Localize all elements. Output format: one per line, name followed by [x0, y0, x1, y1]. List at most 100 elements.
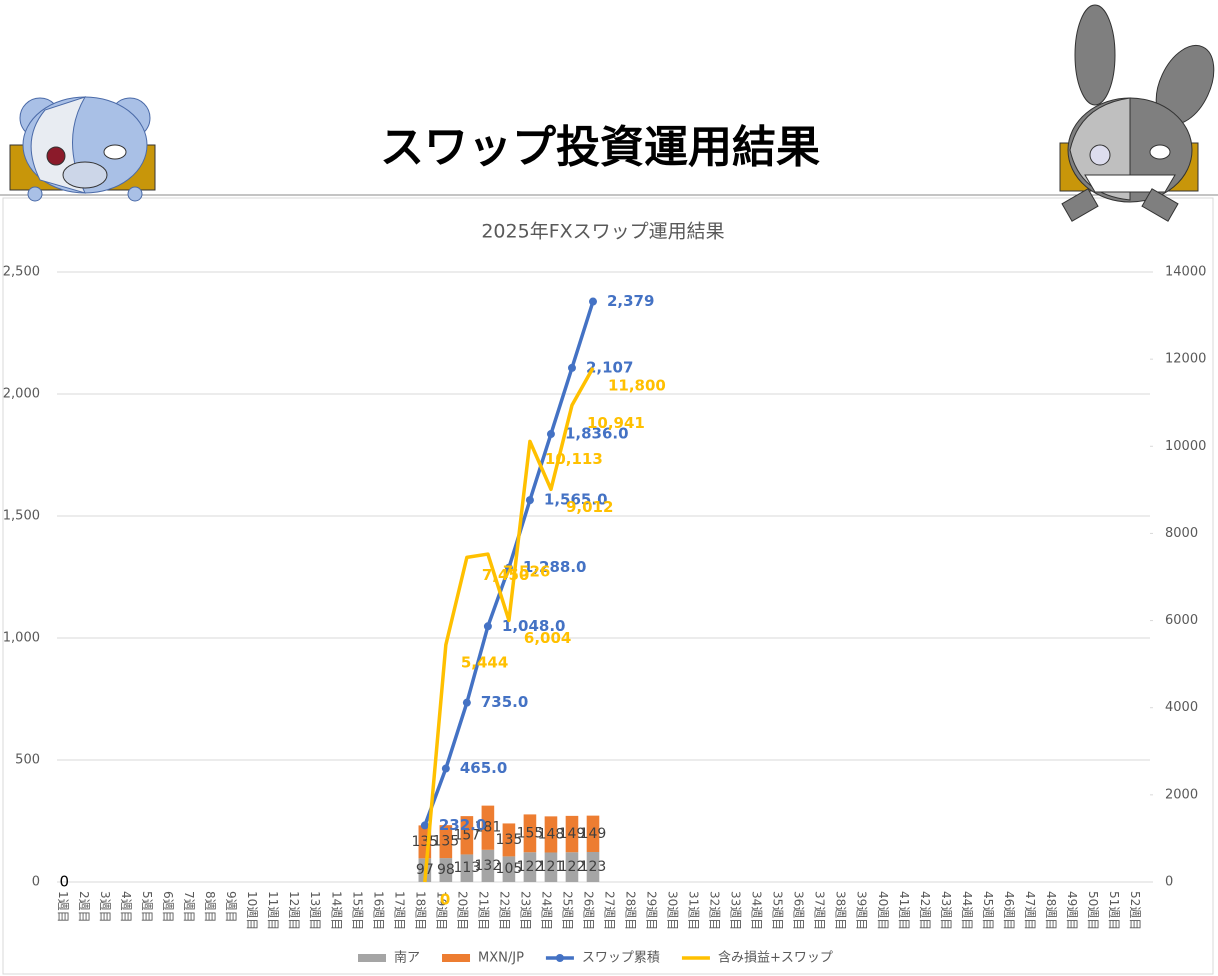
x-tick-label: 28週目: [624, 891, 638, 930]
x-tick-label: 18週目: [413, 891, 427, 930]
data-label: 7,450: [482, 566, 529, 584]
chart-title: 2025年FXスワップ運用結果: [481, 221, 724, 243]
data-label: 9,012: [566, 498, 613, 516]
legend-swatch: [358, 954, 386, 962]
x-tick-label: 7週目: [182, 891, 196, 923]
x-tick-label: 41週目: [897, 891, 911, 930]
x-tick-label: 36週目: [792, 891, 806, 930]
bar-segment: [439, 825, 453, 859]
x-tick-label: 9週目: [224, 891, 238, 923]
line-marker: [420, 821, 429, 830]
bar-label: 135: [411, 834, 438, 850]
legend-swatch: [442, 954, 471, 962]
x-tick-label: 44週目: [960, 891, 974, 930]
bar-label: 105: [496, 861, 523, 877]
bar-segment: [586, 815, 600, 852]
y-tick-label: 0: [32, 875, 40, 890]
y-tick-label: 1,000: [3, 631, 40, 646]
bar-label: 181: [475, 820, 502, 836]
x-tick-label: 22週目: [497, 891, 511, 930]
x-tick-label: 21週目: [476, 891, 490, 930]
legend-label: 含み損益+スワップ: [718, 950, 833, 966]
x-tick-label: 13週目: [308, 891, 322, 930]
y2-tick-label: 14000: [1165, 265, 1206, 280]
x-tick-label: 24週目: [539, 891, 553, 930]
y2-tick-label: 2000: [1165, 787, 1198, 802]
x-tick-label: 14週目: [329, 891, 343, 930]
x-tick-label: 32週目: [708, 891, 722, 930]
legend-label: 南ア: [394, 950, 420, 966]
x-tick-label: 33週目: [729, 891, 743, 930]
bar-label: 148: [538, 826, 565, 842]
y-tick-label: 1,500: [3, 509, 40, 524]
data-label: 2,107: [586, 358, 633, 376]
x-tick-label: 37週目: [813, 891, 827, 930]
x-tick-label: 43週目: [939, 891, 953, 930]
x-tick-label: 15週目: [350, 891, 364, 930]
y2-tick-label: 10000: [1165, 439, 1206, 454]
x-tick-label: 39週目: [855, 891, 869, 930]
bar-segment: [544, 852, 558, 882]
bar-segment: [439, 858, 453, 882]
data-label: 7,526: [503, 563, 550, 581]
data-label: 232.0: [439, 816, 486, 834]
x-tick-label: 49週目: [1065, 891, 1079, 930]
line-marker: [525, 496, 534, 505]
data-label: 0: [440, 891, 450, 909]
y-tick-label: 2,500: [3, 265, 40, 280]
x-tick-label: 42週目: [918, 891, 932, 930]
bar-label: 121: [538, 859, 565, 875]
data-label: 10,113: [545, 450, 603, 468]
line-marker: [462, 698, 471, 707]
x-tick-label: 50週目: [1086, 891, 1100, 930]
data-label: 2,379: [607, 292, 654, 310]
x-tick-label: 26週目: [581, 891, 595, 930]
data-label: 1,565.0: [544, 491, 608, 509]
bar-label: 122: [559, 859, 586, 875]
x-tick-label: 16週目: [371, 891, 385, 930]
bar-label: 132: [475, 858, 502, 874]
x-tick-label: 45週目: [981, 891, 995, 930]
x-tick-label: 3週目: [98, 891, 112, 923]
bar-segment: [544, 816, 558, 853]
bar-label: 155: [517, 825, 544, 841]
y2-tick-label: 12000: [1165, 352, 1206, 367]
x-tick-label: 17週目: [392, 891, 406, 930]
bar-segment: [481, 849, 495, 882]
x-tick-label: 40週目: [876, 891, 890, 930]
x-tick-label: 38週目: [834, 891, 848, 930]
x-tick-label: 29週目: [645, 891, 659, 930]
bar-label: 98: [437, 862, 455, 878]
x-tick-label: 12週目: [287, 891, 301, 930]
bar-label: 157: [454, 827, 481, 843]
y2-tick-label: 0: [1165, 875, 1173, 890]
line-series: [423, 367, 595, 883]
x-tick-label: 6週目: [161, 891, 175, 923]
bar-label: 149: [580, 826, 607, 842]
x-tick-label: 5週目: [140, 891, 154, 923]
bar-segment: [502, 823, 516, 857]
bar-segment: [481, 805, 495, 850]
x-tick-label: 34週目: [750, 891, 764, 930]
data-label: 1,048.0: [502, 617, 566, 635]
data-label: 11,800: [608, 376, 666, 394]
x-tick-label: 1週目: [56, 891, 70, 923]
x-tick-label: 20週目: [455, 891, 469, 930]
x-tick-label: 52週目: [1128, 891, 1142, 930]
x-tick-label: 4週目: [119, 891, 133, 923]
legend-label: スワップ累積: [582, 951, 660, 966]
x-tick-label: 11週目: [266, 891, 280, 930]
data-label: 6,004: [524, 629, 571, 647]
legend-marker: [555, 954, 564, 962]
x-tick-label: 46週目: [1002, 891, 1016, 930]
x-tick-label: 30週目: [666, 891, 680, 930]
x-tick-label: 51週目: [1107, 891, 1121, 930]
bar-label: 123: [580, 859, 607, 875]
bar-segment: [502, 856, 516, 882]
bar-label: 0: [60, 873, 70, 891]
x-tick-label: 19週目: [434, 891, 448, 930]
x-tick-label: 47週目: [1023, 891, 1037, 930]
y-tick-label: 500: [15, 753, 40, 768]
